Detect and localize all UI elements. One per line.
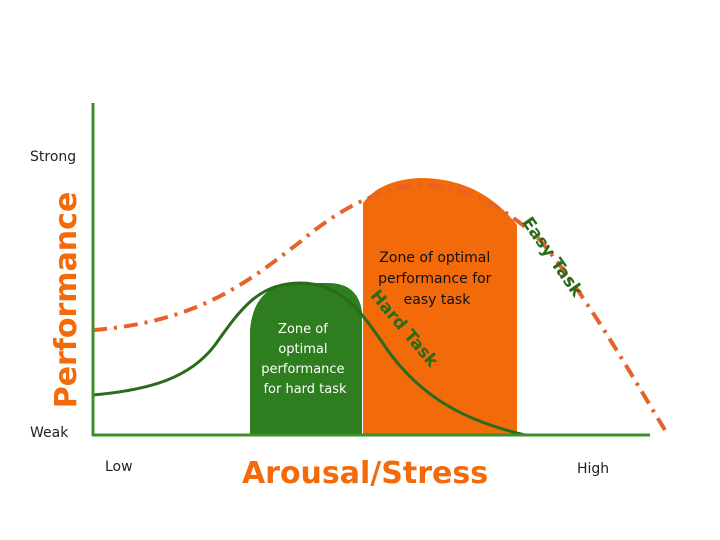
hard-zone xyxy=(250,283,362,435)
easy-zone-line: performance for xyxy=(378,271,492,287)
easy-zone xyxy=(363,178,517,435)
weak-label: Weak xyxy=(30,425,69,441)
low-label: Low xyxy=(105,459,133,475)
x-axis-title: Arousal/Stress xyxy=(242,456,488,491)
hard-zone-line: optimal xyxy=(278,342,327,357)
easy-curve xyxy=(92,182,667,432)
hard-zone-line: for hard task xyxy=(263,382,347,397)
easy-curve-label: Easy Task xyxy=(517,214,587,302)
hard-zone-label: Zone of optimal performance for hard tas… xyxy=(261,322,348,397)
strong-label: Strong xyxy=(30,149,76,165)
easy-zone-line: Zone of optimal xyxy=(379,250,490,266)
high-label: High xyxy=(577,461,609,477)
easy-zone-label: Zone of optimal performance for easy tas… xyxy=(378,250,496,308)
y-axis-title: Performance xyxy=(49,192,84,409)
easy-zone-line: easy task xyxy=(404,292,472,308)
hard-zone-line: performance xyxy=(261,362,344,377)
hard-curve xyxy=(92,281,526,437)
hard-zone-line: Zone of xyxy=(278,322,328,337)
